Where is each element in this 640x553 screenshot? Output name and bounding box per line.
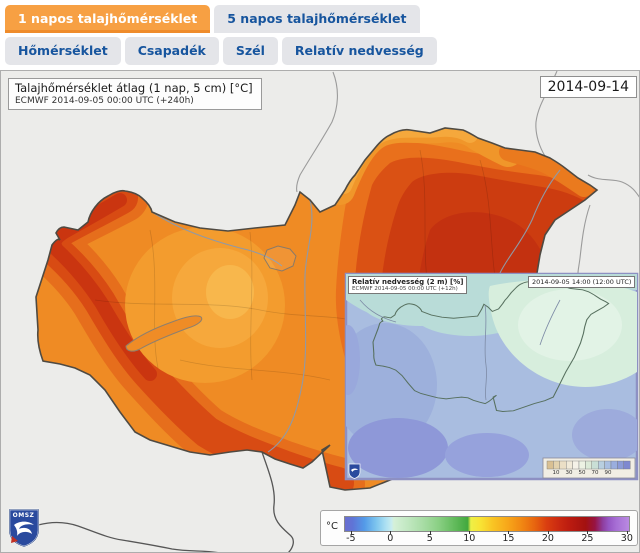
colorbar-tick-label: 30 (620, 533, 633, 544)
budapest-outline (263, 245, 297, 272)
colorbar-tick-label: 0 (387, 533, 394, 544)
omsz-logo-text: OMSZ (12, 512, 35, 519)
tab-5-day-soil-temperature[interactable]: 5 napos talajhőmérséklet (214, 5, 420, 33)
inset-subtitle: ECMWF 2014-09-05 00:00 UTC (+12h) (352, 286, 458, 292)
temperature-colorbar: °C -5 0 5 10 15 20 25 30 (320, 510, 638, 546)
colorbar-ticks: -5 0 5 10 15 20 25 30 (344, 531, 633, 544)
inset-omsz-logo (348, 463, 361, 479)
colorbar-tick-label: 20 (541, 533, 554, 544)
colorbar-tick-label: 5 (426, 533, 433, 544)
inset-datetime: 2014-09-05 14:00 (12:00 UTC) (528, 276, 636, 288)
soil-temperature-map (0, 70, 640, 553)
colorbar-tick-label: -5 (346, 533, 356, 544)
map-subtitle: ECMWF 2014-09-05 00:00 UTC (+240h) (15, 96, 194, 106)
omsz-shield-icon (8, 508, 40, 548)
tab-1-day-soil-temperature[interactable]: 1 napos talajhőmérséklet (5, 5, 211, 33)
inset-scale-tick-labels: 10 30 50 70 90 (543, 470, 635, 478)
map-title: Talajhőmérséklet átlag (1 nap, 5 cm) [°C… (15, 81, 253, 95)
tab-temperature[interactable]: Hőmérséklet (5, 37, 121, 65)
lake-balaton-outline (125, 315, 203, 352)
inset-title: Relatív nedvesség (2 m) [%] (352, 278, 464, 286)
inset-scale-tick: 90 (604, 470, 612, 476)
tab-precipitation[interactable]: Csapadék (124, 37, 219, 65)
inset-scale-tick: 70 (591, 470, 599, 476)
inset-title-box: Relatív nedvesség (2 m) [%] ECMWF 2014-0… (348, 276, 468, 294)
inset-color-scale (542, 457, 636, 479)
tab-wind[interactable]: Szél (222, 37, 278, 65)
forecast-date: 2014-09-14 (539, 76, 637, 98)
tab-relative-humidity[interactable]: Relatív nedvesség (281, 37, 437, 65)
colorbar-tick-label: 25 (581, 533, 594, 544)
colorbar-tick-label: 15 (502, 533, 515, 544)
colorbar-unit-label: °C (326, 521, 338, 532)
omsz-logo: OMSZ (8, 508, 40, 552)
hungary-map-canvas (1, 71, 639, 552)
map-title-box: Talajhőmérséklet átlag (1 nap, 5 cm) [°C… (8, 78, 262, 110)
colorbar-gradient (344, 516, 630, 532)
southern-border-lines (19, 451, 294, 552)
inset-scale-tick: 50 (578, 470, 586, 476)
primary-tab-bar: 1 napos talajhőmérséklet 5 napos talajhő… (5, 5, 420, 33)
secondary-tab-bar: Hőmérséklet Csapadék Szél Relatív nedves… (5, 37, 437, 65)
inset-scale-tick: 30 (565, 470, 573, 476)
humidity-inset-map[interactable] (333, 272, 639, 481)
inset-scale-tick: 10 (552, 470, 560, 476)
colorbar-tick-label: 10 (463, 533, 476, 544)
